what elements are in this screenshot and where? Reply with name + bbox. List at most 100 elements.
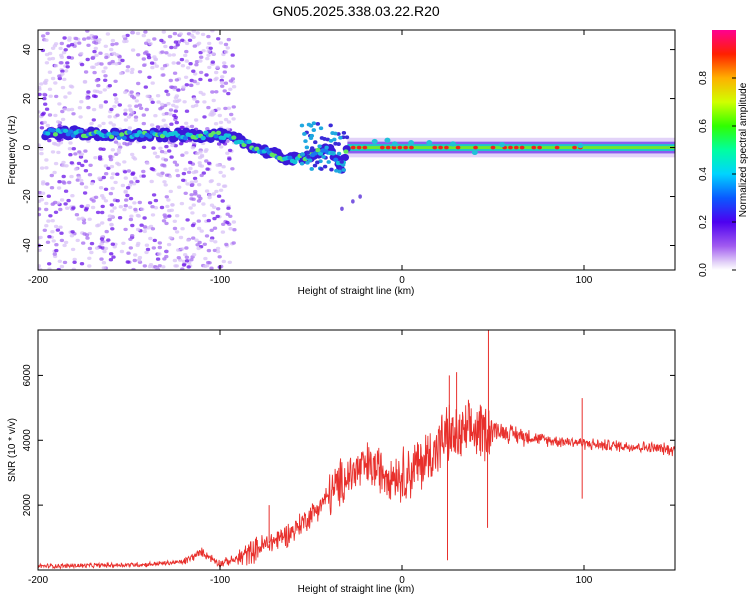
spectrogram-noise-dot (134, 104, 139, 108)
spectrogram-peak-dot (350, 145, 356, 150)
spectrogram-noise-dot (98, 186, 104, 190)
spectrogram-peak-dot (444, 145, 449, 150)
spectrogram-noise-dot (100, 204, 105, 209)
spectrogram-noise-dot (103, 78, 108, 83)
spectrogram-blip (471, 149, 478, 156)
spectrogram-noise-dot (201, 92, 206, 96)
spectrogram-noise-dot (174, 120, 179, 125)
spectrogram-noise-dot (127, 104, 132, 108)
spectrogram-noise-dot (87, 264, 92, 268)
spectrogram-noise-dot (183, 53, 188, 58)
spectrogram-noise-dot (45, 123, 50, 128)
spectrogram-noise-dot (46, 194, 51, 198)
spectrogram-noise-dot (47, 57, 52, 61)
spectrogram-noise-dot (60, 109, 65, 114)
spectrogram-noise-dot (39, 147, 44, 151)
spectrogram-noise-dot (206, 34, 211, 39)
spectrogram-noise-dot (63, 189, 69, 193)
spectrogram-noise-dot (51, 141, 57, 146)
spectrogram-noise-dot (150, 167, 156, 172)
spectrogram-noise-dot (103, 66, 108, 70)
spectrogram-noise-dot (223, 42, 229, 47)
spectrogram-noise-dot (212, 216, 217, 221)
spectrogram-noise-dot (184, 259, 190, 263)
spectrogram-noise-dot (106, 166, 111, 170)
spectrogram-noise-dot (192, 44, 197, 48)
spectrogram-noise-dot (169, 155, 174, 159)
spectrogram-noise-dot (128, 246, 133, 250)
spectrogram-noise-dot (218, 120, 224, 125)
spectrogram-noise-dot (71, 112, 76, 116)
spectrogram-noise-dot (123, 176, 128, 180)
spectrogram-noise-dot (95, 210, 101, 215)
spectrogram-noise-dot (192, 97, 197, 101)
spectrogram-noise-dot (114, 53, 120, 57)
spectrogram-noise-dot (157, 241, 162, 245)
spectrogram-noise-dot (86, 36, 91, 40)
spectrogram-ridge-core (246, 139, 252, 145)
spectrogram-noise-dot (47, 235, 52, 239)
spectrogram-noise-dot (216, 207, 221, 211)
spectrogram-noise-dot (94, 62, 99, 66)
spectrogram-noise-dot (165, 204, 170, 209)
spectrogram-peak-dot (455, 145, 461, 150)
snr-panel: -200 -100 0 100 2000 4000 6000 Height of stra… (7, 329, 676, 595)
spectrogram-noise-dot (122, 160, 127, 164)
spectrogram-noise-dot (168, 112, 173, 116)
spectrogram-noise-dot (77, 150, 82, 154)
spectrogram-noise-dot (157, 264, 162, 268)
spectrogram-noise-dot (155, 125, 161, 129)
spectrogram-peak-dot (362, 145, 368, 150)
spectrogram-noise-dot (164, 173, 170, 177)
spectrogram-noise-dot (79, 182, 85, 186)
spectrogram-noise-dot (192, 79, 197, 84)
spectrogram-noise-dot (133, 253, 138, 257)
spectrogram-noise-dot (60, 69, 65, 73)
spectrogram-noise-dot (191, 236, 196, 240)
spectrogram-noise-dot (221, 222, 226, 226)
spectrogram-noise-dot (126, 169, 132, 173)
snr-series-line (38, 399, 675, 570)
spectrogram-noise-dot (169, 45, 174, 50)
spectrogram-noise-dot (198, 59, 203, 63)
spectrogram-noise-dot (119, 249, 125, 254)
spectrogram-noise-dot (125, 65, 131, 69)
spectrogram-noise-dot (85, 57, 90, 62)
spectrogram-noise-dot (131, 96, 137, 100)
spectrogram-noise-dot (116, 142, 122, 146)
spectrogram-noise-dot (97, 157, 103, 161)
spectrogram-noise-dot (38, 92, 42, 97)
spectrogram-noise-dot (126, 251, 131, 255)
spectrogram-scatter-dot (306, 122, 312, 127)
spectrogram-scatter-dot (341, 163, 346, 167)
spectrogram-noise-dot (95, 224, 100, 228)
spectrogram-noise-dot (172, 258, 178, 263)
spectrogram-noise-dot (194, 62, 199, 67)
spectrogram-noise-dot (184, 121, 189, 126)
spectrogram-scatter-dot (304, 145, 310, 150)
spectrogram-noise-dot (159, 205, 165, 210)
spectrogram-noise-dot (206, 248, 212, 253)
spectrogram-noise-dot (212, 205, 217, 209)
spectrogram-noise-dot (123, 112, 128, 116)
spectrogram-noise-dot (44, 224, 49, 228)
spectrogram-noise-dot (125, 186, 131, 190)
spectrogram-noise-dot (107, 214, 113, 218)
spectrogram-noise-dot (97, 38, 102, 42)
spectrogram-ridge-core (116, 135, 122, 141)
spectrogram-noise-dot (88, 163, 93, 167)
spectrogram-noise-dot (123, 190, 128, 194)
spectrogram-noise-dot (111, 255, 116, 259)
spectrogram-scatter-dot (305, 160, 310, 165)
spectrogram-noise-dot (206, 53, 211, 57)
spectrogram-noise-dot (118, 205, 124, 209)
spectrogram-scatter-dot (308, 136, 314, 140)
spectrogram-noise-dot (159, 149, 165, 154)
spectrogram-noise-dot (122, 170, 128, 174)
spectrogram-blip (426, 140, 433, 146)
spectrogram-noise-dot (116, 162, 122, 167)
spectrogram-noise-dot (150, 205, 155, 209)
spectrogram-noise-dot (142, 229, 147, 234)
spectrogram-noise-dot (204, 159, 209, 163)
